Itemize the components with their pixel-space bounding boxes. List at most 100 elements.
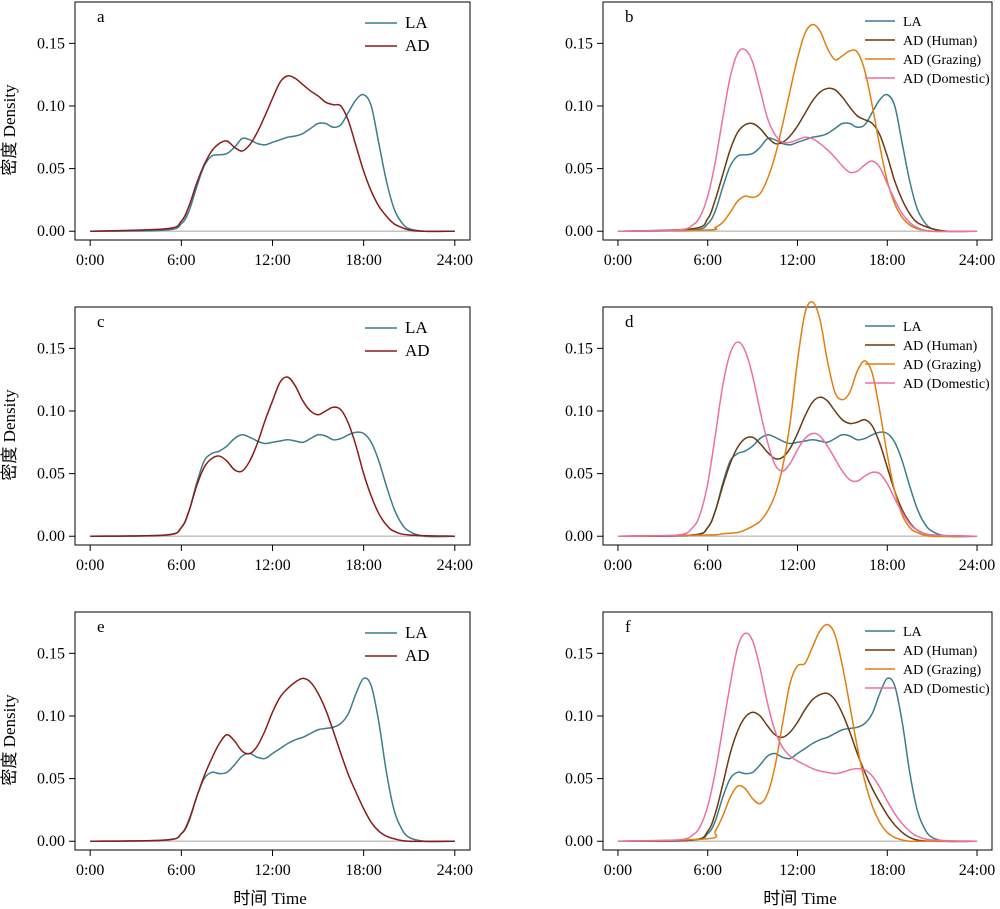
legend-label: LA bbox=[405, 623, 428, 642]
series-line-la bbox=[617, 93, 978, 233]
series-line-la bbox=[617, 431, 978, 538]
x-tick-label: 24:00 bbox=[959, 557, 995, 574]
legend-label: AD bbox=[405, 646, 430, 665]
series-line-ad bbox=[90, 376, 455, 537]
y-tick-label: 0.15 bbox=[565, 645, 593, 662]
series-line-ad-human bbox=[617, 396, 978, 537]
legend-label: AD (Grazing) bbox=[903, 358, 981, 373]
legend-label: AD (Domestic) bbox=[903, 682, 990, 697]
y-tick-label: 0.05 bbox=[37, 161, 65, 178]
panel-letter: f bbox=[625, 617, 631, 636]
panel-letter: c bbox=[97, 312, 105, 331]
y-tick-label: 0.15 bbox=[37, 645, 65, 662]
x-tick-label: 18:00 bbox=[869, 252, 905, 269]
panel-c: 0.00 0.05 0.10 0.15 0:00 6:00 12:00 18:00 24:00 c… bbox=[37, 306, 473, 574]
y-tick-label: 0.15 bbox=[37, 35, 65, 52]
x-tick-label: 18:00 bbox=[869, 862, 905, 879]
series-line-ad bbox=[90, 75, 455, 233]
panel-a: 0.00 0.05 0.10 0.15 0:00 6:00 12:00 18:00 24:00 a… bbox=[37, 1, 473, 269]
legend-label: AD (Human) bbox=[903, 339, 978, 354]
y-tick-label: 0.10 bbox=[565, 708, 593, 725]
legend-label: LA bbox=[405, 318, 428, 337]
y-tick-label: 0.10 bbox=[565, 403, 593, 420]
legend-label: AD (Domestic) bbox=[903, 72, 990, 87]
legend: LA AD (Human) AD (Grazing) AD (Domestic) bbox=[865, 15, 990, 87]
x-tick-label: 0:00 bbox=[604, 252, 632, 269]
x-tick-label: 12:00 bbox=[779, 557, 815, 574]
series-line-ad-human bbox=[617, 87, 978, 233]
legend-label: AD (Human) bbox=[903, 644, 978, 659]
y-tick-label: 0.10 bbox=[565, 98, 593, 115]
x-tick-label: 24:00 bbox=[437, 557, 473, 574]
y-tick-label: 0.00 bbox=[37, 223, 65, 240]
figure-panels: 0.00 0.05 0.10 0.15 0:00 6:00 12:00 18:00 24:00 a… bbox=[37, 1, 995, 879]
x-tick-label: 6:00 bbox=[694, 252, 722, 269]
x-tick-label: 24:00 bbox=[437, 252, 473, 269]
series-line-ad-domestic bbox=[617, 48, 978, 233]
legend-label: AD (Human) bbox=[903, 34, 978, 49]
legend: LA AD (Human) AD (Grazing) AD (Domestic) bbox=[865, 320, 990, 392]
panel-e: 0.00 0.05 0.10 0.15 0:00 6:00 12:00 18:00 24:00 e… bbox=[37, 611, 473, 879]
series-line-ad-grazing bbox=[617, 623, 978, 843]
x-tick-label: 24:00 bbox=[437, 862, 473, 879]
series-line-la bbox=[617, 677, 978, 843]
x-tick-label: 6:00 bbox=[167, 862, 195, 879]
series-line-ad-grazing bbox=[617, 23, 978, 233]
series-line-ad-domestic bbox=[617, 632, 978, 842]
panel-letter: b bbox=[625, 7, 634, 26]
x-tick-label: 12:00 bbox=[779, 252, 815, 269]
y-tick-label: 0.10 bbox=[37, 708, 65, 725]
legend-label: AD bbox=[405, 341, 430, 360]
y-tick-label: 0.05 bbox=[565, 161, 593, 178]
x-axis-label-right: 时间 Time bbox=[763, 889, 837, 908]
x-tick-label: 0:00 bbox=[76, 252, 104, 269]
series-line-la bbox=[90, 677, 455, 843]
x-tick-label: 0:00 bbox=[76, 557, 104, 574]
y-tick-label: 0.10 bbox=[37, 98, 65, 115]
x-tick-label: 6:00 bbox=[694, 557, 722, 574]
y-tick-label: 0.15 bbox=[565, 340, 593, 357]
panel-letter: a bbox=[97, 7, 105, 26]
series-line-ad-grazing bbox=[617, 301, 978, 538]
legend-label: AD (Grazing) bbox=[903, 53, 981, 68]
x-tick-label: 18:00 bbox=[345, 862, 381, 879]
x-tick-label: 0:00 bbox=[76, 862, 104, 879]
y-tick-label: 0.05 bbox=[565, 771, 593, 788]
x-tick-label: 18:00 bbox=[345, 252, 381, 269]
series-line-la bbox=[90, 431, 455, 538]
x-tick-label: 18:00 bbox=[345, 557, 381, 574]
x-tick-label: 6:00 bbox=[167, 557, 195, 574]
legend: LA AD bbox=[365, 623, 430, 665]
x-tick-label: 24:00 bbox=[959, 252, 995, 269]
legend-label: AD bbox=[405, 36, 430, 55]
series-line-la bbox=[90, 93, 455, 233]
x-tick-label: 12:00 bbox=[254, 557, 290, 574]
legend-label: LA bbox=[903, 625, 923, 640]
x-tick-label: 6:00 bbox=[167, 252, 195, 269]
x-tick-label: 12:00 bbox=[779, 862, 815, 879]
x-axis-label-left: 时间 Time bbox=[233, 889, 307, 908]
y-tick-label: 0.15 bbox=[565, 35, 593, 52]
y-tick-label: 0.15 bbox=[37, 340, 65, 357]
x-tick-label: 24:00 bbox=[959, 862, 995, 879]
x-tick-label: 6:00 bbox=[694, 862, 722, 879]
legend: LA AD (Human) AD (Grazing) AD (Domestic) bbox=[865, 625, 990, 697]
series-line-ad-human bbox=[617, 692, 978, 843]
legend: LA AD bbox=[365, 13, 430, 55]
y-axis-label-row2: 密度 Density bbox=[0, 389, 19, 481]
y-tick-label: 0.10 bbox=[37, 403, 65, 420]
x-tick-label: 0:00 bbox=[604, 557, 632, 574]
y-tick-label: 0.00 bbox=[565, 528, 593, 545]
panel-d: 0.00 0.05 0.10 0.15 0:00 6:00 12:00 18:00 24:00 d… bbox=[565, 301, 995, 574]
legend-label: LA bbox=[903, 15, 923, 30]
y-axis-label-row1: 密度 Density bbox=[0, 84, 19, 176]
panel-b: 0.00 0.05 0.10 0.15 0:00 6:00 12:00 18:00 24:00 b… bbox=[565, 1, 995, 269]
y-tick-label: 0.00 bbox=[565, 223, 593, 240]
x-tick-label: 18:00 bbox=[869, 557, 905, 574]
legend-label: AD (Grazing) bbox=[903, 663, 981, 678]
y-tick-label: 0.00 bbox=[37, 528, 65, 545]
y-tick-label: 0.05 bbox=[565, 466, 593, 483]
y-axis-label-row3: 密度 Density bbox=[0, 694, 19, 786]
y-tick-label: 0.05 bbox=[37, 771, 65, 788]
